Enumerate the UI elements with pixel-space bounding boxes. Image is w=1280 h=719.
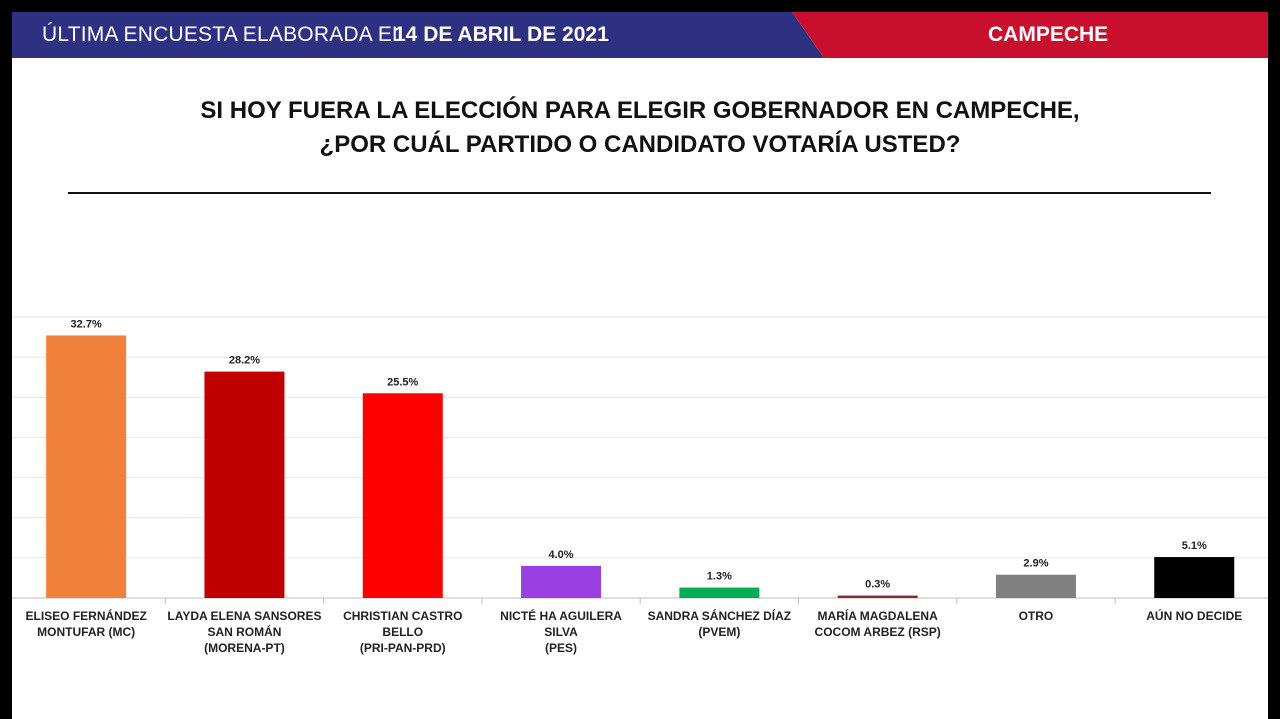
chart: 32.7% 28.2% 25.5% 4.0% 1.3% 0.3% 2.9% 5.1%: [12, 316, 1268, 604]
value-label: 5.1%: [1182, 540, 1207, 552]
x-tick-label: ELISEO FERNÁNDEZ MONTUFAR (MC): [25, 609, 147, 639]
value-label: 2.9%: [1023, 558, 1048, 570]
header-date: 14 DE ABRIL DE 2021: [394, 23, 609, 46]
chart-title: SI HOY FUERA LA ELECCIÓN PARA ELEGIR GOB…: [200, 97, 1080, 124]
x-tick-label: NICTÉ HA AGUILERA SILVA (PES): [500, 609, 622, 655]
value-label: 0.3%: [865, 579, 890, 591]
banner-red: [792, 12, 1268, 58]
bar: [362, 393, 443, 598]
banner-blue: [12, 12, 824, 58]
value-label: 32.7%: [71, 318, 102, 330]
bar: [837, 595, 918, 598]
value-label: 28.2%: [229, 355, 260, 367]
value-label: 1.3%: [707, 571, 732, 583]
bar: [1154, 557, 1235, 598]
value-label: 4.0%: [549, 549, 574, 561]
x-tick-label: AÚN NO DECIDE: [1146, 609, 1243, 623]
header-text: ÚLTIMA ENCUESTA ELABORADA EL: [42, 23, 404, 46]
x-tick-label: OTRO: [1018, 609, 1054, 623]
bar: [995, 574, 1076, 598]
panel: ÚLTIMA ENCUESTA ELABORADA EL 14 DE ABRIL…: [12, 12, 1268, 719]
x-tick-label: MARÍA MAGDALENA COCOM ARBEZ (RSP): [814, 609, 941, 639]
x-tick-label: LAYDA ELENA SANSORES SAN ROMÁN (MORENA-P…: [167, 609, 322, 655]
title-rule: [68, 192, 1211, 194]
banner: ÚLTIMA ENCUESTA ELABORADA EL 14 DE ABRIL…: [12, 12, 1268, 58]
header-region: CAMPECHE: [988, 23, 1109, 46]
bar: [521, 565, 602, 598]
x-tick-label: SANDRA SÁNCHEZ DÍAZ (PVEM): [647, 609, 792, 639]
bar: [46, 335, 127, 598]
banner-bg: [12, 12, 1268, 58]
bar: [204, 371, 285, 598]
bar: [679, 587, 760, 598]
value-label: 25.5%: [387, 376, 418, 388]
chart-title: ¿POR CUÁL PARTIDO O CANDIDATO VOTARÍA US…: [319, 131, 961, 158]
x-tick-label: CHRISTIAN CASTRO BELLO (PRI-PAN-PRD): [343, 609, 463, 655]
